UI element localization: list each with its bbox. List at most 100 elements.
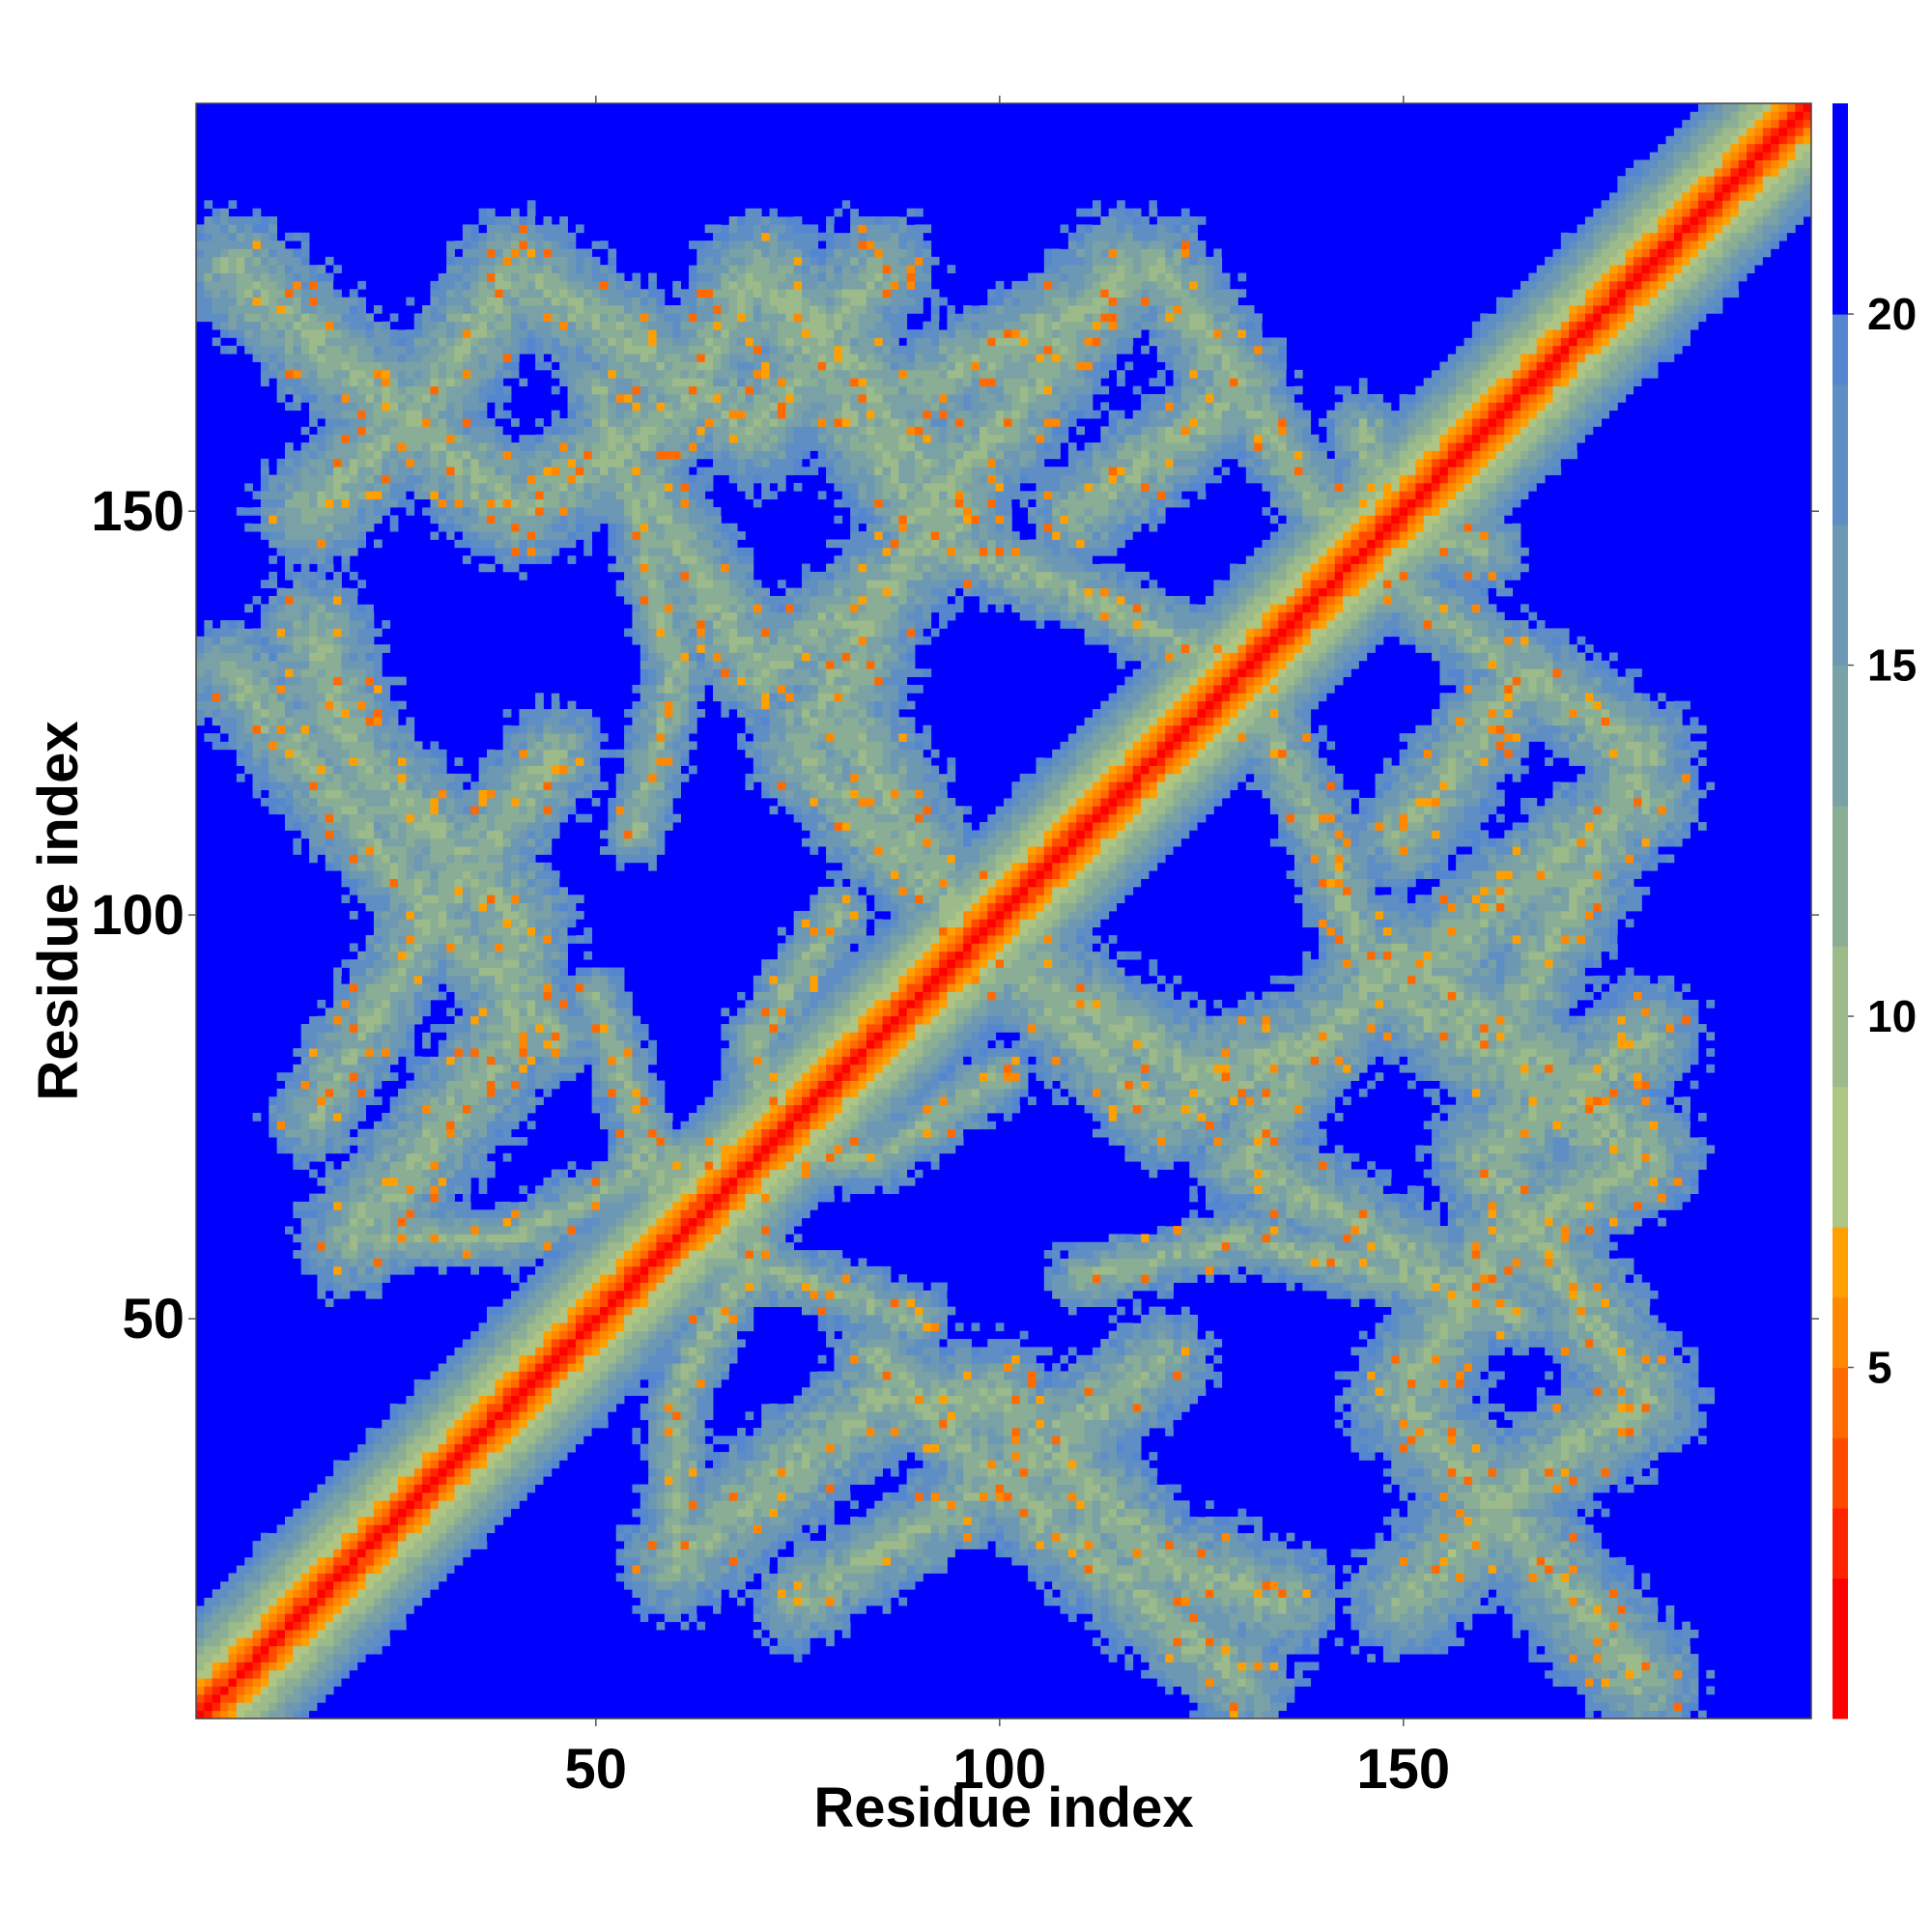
heatmap-cell	[470, 1435, 479, 1445]
heatmap-cell	[309, 555, 318, 564]
heatmap-cell	[309, 1024, 318, 1033]
heatmap-cell	[365, 757, 375, 766]
heatmap-cell	[495, 741, 504, 751]
heatmap-cell	[317, 733, 327, 742]
heatmap-cell	[269, 611, 277, 621]
heatmap-cell	[486, 1330, 496, 1340]
heatmap-cell	[389, 878, 399, 888]
heatmap-cell	[413, 1484, 423, 1493]
heatmap-cell	[382, 426, 391, 436]
heatmap-cell	[543, 1250, 553, 1259]
heatmap-cell	[478, 830, 488, 839]
heatmap-cell	[454, 498, 464, 508]
heatmap-cell	[300, 393, 310, 403]
heatmap-cell	[406, 1460, 415, 1469]
heatmap-cell	[511, 733, 520, 742]
heatmap-cell	[357, 1662, 366, 1671]
heatmap-cell	[438, 749, 447, 758]
heatmap-cell	[349, 1541, 358, 1549]
heatmap-cell	[526, 1378, 536, 1388]
heatmap-cell	[382, 1241, 391, 1251]
heatmap-cell	[300, 369, 310, 379]
heatmap-cell	[269, 652, 277, 662]
heatmap-cell	[543, 911, 553, 920]
heatmap-cell	[543, 232, 553, 242]
heatmap-cell	[462, 854, 471, 864]
heatmap-cell	[228, 1662, 238, 1671]
heatmap-cell	[325, 660, 334, 669]
heatmap-cell	[349, 1064, 358, 1073]
heatmap-cell	[519, 749, 528, 758]
heatmap-cell	[438, 935, 447, 944]
heatmap-cell	[406, 1209, 415, 1219]
heatmap-cell	[382, 1476, 391, 1485]
heatmap-cell	[535, 717, 544, 726]
heatmap-cell	[260, 757, 270, 766]
heatmap-cell	[446, 1452, 455, 1461]
heatmap-cell	[373, 693, 383, 702]
heatmap-cell	[535, 1274, 544, 1283]
heatmap-cell	[470, 450, 479, 460]
heatmap-cell	[398, 1548, 407, 1558]
heatmap-cell	[373, 1128, 383, 1138]
heatmap-cell	[462, 491, 471, 500]
heatmap-cell	[551, 1258, 560, 1267]
heatmap-cell	[341, 345, 351, 355]
heatmap-cell	[543, 361, 553, 371]
heatmap-cell	[438, 1169, 447, 1179]
heatmap-cell	[519, 951, 528, 960]
heatmap-cell	[551, 1177, 560, 1186]
heatmap-cell	[511, 797, 520, 807]
heatmap-cell	[349, 1096, 358, 1106]
heatmap-cell	[382, 474, 391, 484]
heatmap-cell	[502, 830, 512, 839]
heatmap-cell	[486, 773, 496, 782]
heatmap-cell	[438, 870, 447, 879]
heatmap-cell	[526, 991, 536, 1001]
heatmap-cell	[422, 1589, 431, 1598]
heatmap-cell	[300, 256, 310, 266]
heatmap-cell	[317, 1565, 327, 1574]
heatmap-cell	[495, 474, 504, 484]
heatmap-cell	[382, 498, 391, 508]
heatmap-cell	[373, 822, 383, 831]
heatmap-cell	[269, 1630, 277, 1638]
heatmap-cell	[495, 789, 504, 799]
heatmap-cell	[438, 1443, 447, 1453]
heatmap-cell	[430, 410, 440, 419]
heatmap-cell	[389, 733, 399, 742]
heatmap-cell	[406, 329, 415, 338]
heatmap-cell	[551, 1322, 560, 1332]
heatmap-cell	[333, 313, 342, 323]
heatmap-cell	[284, 1678, 294, 1687]
heatmap-cell	[486, 1467, 496, 1477]
heatmap-cell	[373, 474, 383, 484]
heatmap-cell	[470, 1169, 479, 1179]
heatmap-cell	[543, 822, 553, 831]
heatmap-cell	[293, 684, 302, 694]
heatmap-cell	[341, 1072, 351, 1081]
heatmap-cell	[300, 321, 310, 330]
heatmap-cell	[535, 474, 544, 484]
heatmap-cell	[260, 660, 270, 669]
heatmap-cell	[389, 991, 399, 1001]
heatmap-cell	[373, 1161, 383, 1170]
heatmap-cell	[349, 1241, 358, 1251]
heatmap-cell	[495, 1508, 504, 1518]
heatmap-cell	[357, 498, 366, 508]
heatmap-cell	[349, 491, 358, 500]
heatmap-cell	[478, 1015, 488, 1025]
heatmap-cell	[535, 1064, 544, 1073]
heatmap-cell	[196, 717, 205, 726]
heatmap-cell	[309, 676, 318, 686]
heatmap-cell	[236, 289, 245, 298]
heatmap-cell	[373, 1282, 383, 1292]
heatmap-cell	[495, 1500, 504, 1510]
heatmap-cell	[462, 426, 471, 436]
heatmap-cell	[252, 297, 262, 306]
heatmap-cell	[333, 967, 342, 977]
heatmap-cell	[284, 1556, 294, 1566]
heatmap-cell	[486, 531, 496, 540]
heatmap-cell	[446, 822, 455, 831]
heatmap-cell	[478, 1541, 488, 1549]
